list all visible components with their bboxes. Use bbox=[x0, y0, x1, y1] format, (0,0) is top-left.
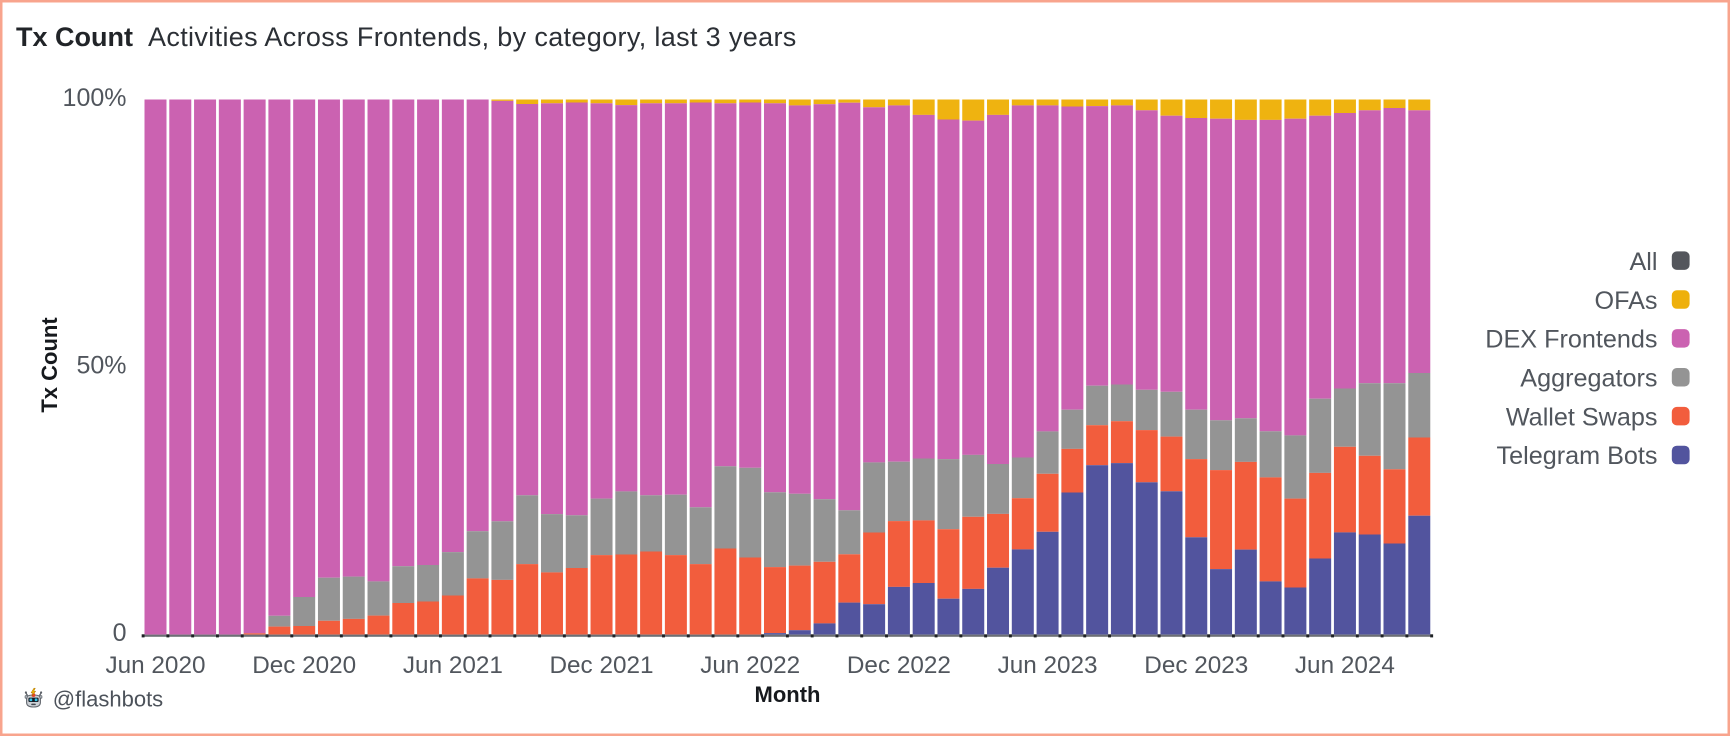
svg-text:Telegram Bots: Telegram Bots bbox=[1497, 442, 1658, 470]
svg-text:DEX Frontends: DEX Frontends bbox=[1485, 326, 1657, 354]
svg-text:Jun 2023: Jun 2023 bbox=[998, 652, 1098, 679]
svg-text:All: All bbox=[1630, 248, 1658, 276]
svg-text:50%: 50% bbox=[76, 352, 126, 380]
svg-text:@flashbots: @flashbots bbox=[53, 687, 163, 712]
svg-text:Dec 2021: Dec 2021 bbox=[549, 652, 653, 679]
svg-text:Month: Month bbox=[755, 682, 821, 707]
svg-text:100%: 100% bbox=[63, 84, 127, 112]
svg-text:Dec 2022: Dec 2022 bbox=[847, 652, 951, 679]
svg-text:Dec 2020: Dec 2020 bbox=[252, 652, 356, 679]
svg-text:Tx Count: Tx Count bbox=[37, 317, 62, 413]
svg-text:Activities Across Frontends, b: Activities Across Frontends, by category… bbox=[148, 22, 797, 52]
svg-text:Jun 2021: Jun 2021 bbox=[403, 652, 503, 679]
svg-text:Jun 2020: Jun 2020 bbox=[106, 652, 206, 679]
svg-text:Jun 2022: Jun 2022 bbox=[700, 652, 800, 679]
svg-text:Wallet Swaps: Wallet Swaps bbox=[1506, 403, 1658, 431]
svg-text:OFAs: OFAs bbox=[1595, 287, 1658, 315]
svg-text:Jun 2024: Jun 2024 bbox=[1295, 652, 1395, 679]
svg-text:Dec 2023: Dec 2023 bbox=[1144, 652, 1248, 679]
svg-text:Aggregators: Aggregators bbox=[1520, 364, 1657, 392]
svg-text:0: 0 bbox=[113, 619, 127, 647]
svg-text:Tx Count: Tx Count bbox=[16, 22, 133, 52]
